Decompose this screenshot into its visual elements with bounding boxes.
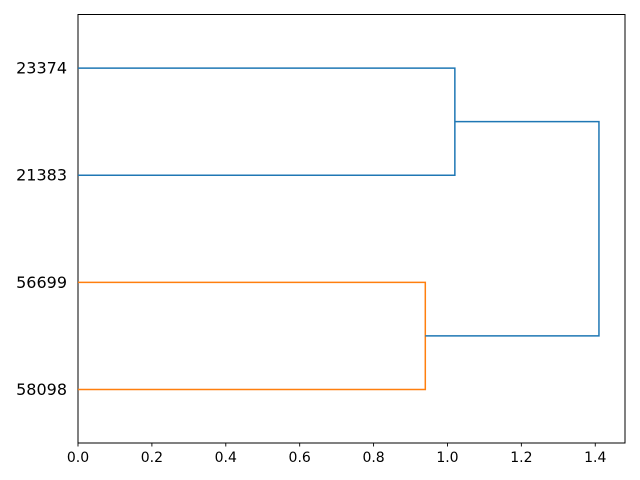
dendrogram-link xyxy=(78,281,427,391)
x-tick-label: 1.4 xyxy=(584,450,606,466)
axes-frame xyxy=(77,14,626,444)
leaf-label: 58098 xyxy=(16,380,67,399)
leaf-label: 21383 xyxy=(16,166,67,185)
dendrogram-link xyxy=(78,67,456,176)
x-tick-label: 0.0 xyxy=(67,450,89,466)
x-tick-label: 0.6 xyxy=(289,450,311,466)
x-tick-label: 1.0 xyxy=(436,450,458,466)
leaf-label: 56699 xyxy=(16,273,67,292)
x-tick-label: 1.2 xyxy=(510,450,532,466)
x-tick-label: 0.2 xyxy=(141,450,163,466)
dendrogram-link xyxy=(425,120,600,337)
x-tick-label: 0.8 xyxy=(362,450,384,466)
leaf-label: 23374 xyxy=(16,59,67,78)
x-tick-label: 0.4 xyxy=(215,450,237,466)
